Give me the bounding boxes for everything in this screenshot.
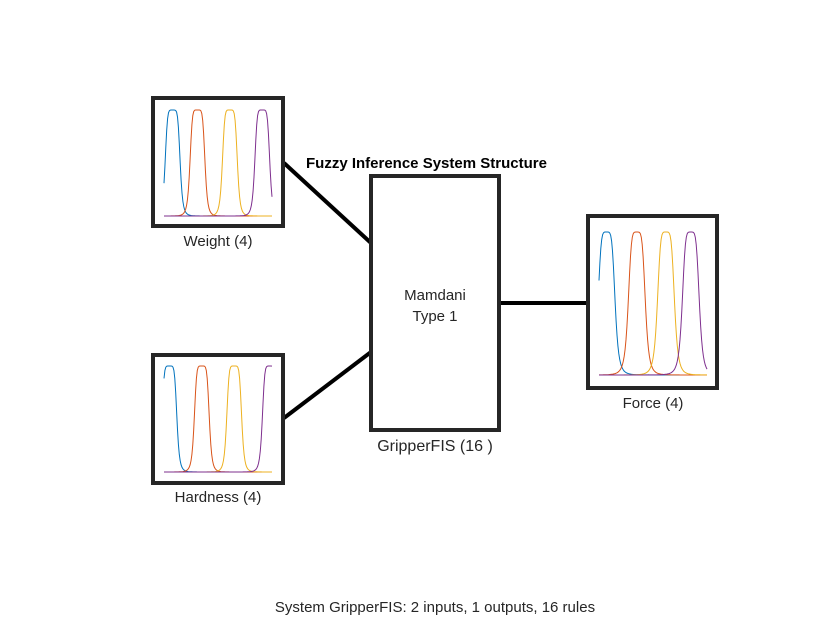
system-type-label: Mamdani Type 1 [404,287,466,325]
system-summary: System GripperFIS: 2 inputs, 1 outputs, … [274,599,596,616]
force-mf-plot [598,231,708,376]
mf-curve-4 [164,365,273,473]
input-label-weight: Weight (4) [183,233,253,250]
diagram-title: Fuzzy Inference System Structure [306,155,547,172]
hardness-mf-plot [163,365,273,473]
mf-curve-2 [599,231,707,376]
mf-curve-4 [599,231,708,376]
input-box-hardness[interactable] [151,353,285,485]
weight-mf-plot [163,109,273,217]
connector-weight [282,161,373,245]
mf-curve-4 [164,109,273,217]
system-box[interactable] [369,174,501,432]
system-name-label: GripperFIS (16 ) [377,438,493,455]
output-label-force: Force (4) [622,395,684,412]
input-label-hardness: Hardness (4) [174,489,262,506]
input-box-weight[interactable] [151,96,285,228]
connector-hardness [282,350,373,420]
